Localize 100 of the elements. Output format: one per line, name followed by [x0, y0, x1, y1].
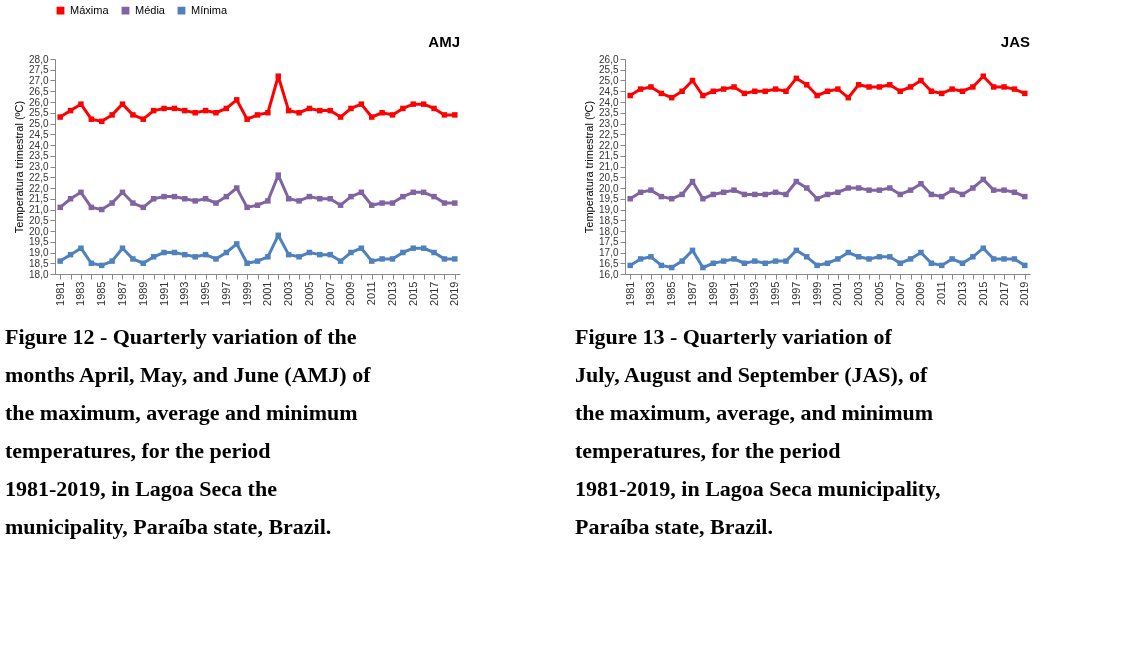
y-tick-label: 24,0	[599, 96, 619, 108]
point	[627, 262, 633, 269]
point	[866, 187, 872, 193]
point	[627, 196, 633, 202]
point	[949, 256, 955, 262]
point	[803, 82, 810, 88]
y-tick-label: 23,5	[29, 150, 49, 162]
point	[907, 187, 914, 193]
x-tick-label: 2001	[831, 281, 844, 306]
y-tick-label: 17,5	[599, 236, 619, 248]
point	[161, 193, 167, 200]
point	[866, 84, 872, 90]
point	[876, 254, 883, 260]
point	[182, 107, 188, 114]
point	[254, 112, 261, 118]
point	[1011, 86, 1018, 92]
point	[192, 198, 198, 204]
point	[835, 189, 841, 196]
point	[700, 264, 706, 271]
y-tick-label: 19,5	[599, 193, 619, 205]
point	[720, 258, 727, 264]
point	[679, 258, 685, 264]
point	[57, 204, 63, 211]
point	[275, 73, 282, 79]
point	[161, 249, 167, 256]
point	[679, 191, 685, 198]
point	[78, 189, 84, 196]
x-tick-label: 2009	[344, 281, 357, 306]
y-axis-title: Temperatura trimestral (ºC)	[13, 100, 26, 234]
x-tick-label: 1999	[240, 281, 253, 306]
x-tick-label: 2001	[261, 281, 274, 306]
y-tick-label: 23,0	[29, 161, 49, 172]
point	[1001, 84, 1007, 90]
chart-title: JAS	[1000, 33, 1030, 50]
y-tick-label: 22,5	[599, 128, 619, 140]
point	[337, 114, 344, 120]
point	[637, 86, 644, 92]
point	[327, 196, 333, 202]
point	[855, 254, 862, 260]
x-tick-label: 2007	[323, 281, 336, 306]
point	[337, 258, 344, 264]
point	[213, 256, 219, 262]
point	[887, 82, 893, 88]
point	[1022, 90, 1028, 97]
x-tick-label: 1995	[199, 281, 212, 306]
point	[700, 92, 706, 99]
point	[441, 112, 448, 118]
point	[762, 191, 768, 198]
point	[275, 172, 282, 178]
point	[348, 249, 354, 256]
point	[431, 105, 437, 112]
point	[814, 92, 820, 99]
point	[368, 258, 375, 264]
point	[720, 86, 727, 92]
point	[317, 196, 323, 202]
x-tick-label: 2005	[302, 281, 315, 306]
x-tick-label: 2013	[956, 281, 968, 306]
point	[1001, 256, 1007, 262]
x-tick-label: 2011	[365, 281, 378, 306]
y-tick-label: 22,0	[599, 139, 619, 151]
point	[431, 249, 437, 256]
point	[752, 88, 758, 94]
point	[265, 110, 271, 116]
point	[161, 105, 167, 112]
point	[441, 200, 448, 206]
point	[119, 245, 126, 251]
point	[192, 110, 198, 116]
y-tick-label: 21,0	[599, 161, 619, 172]
point	[233, 185, 240, 191]
y-tick-label: 20,0	[29, 225, 49, 237]
y-tick-label: 25,5	[599, 64, 619, 76]
point	[772, 258, 779, 264]
point	[140, 116, 147, 122]
point	[182, 251, 188, 258]
x-tick-label: 1989	[706, 281, 719, 306]
point	[420, 245, 427, 251]
x-tick-label: 2017	[427, 281, 440, 306]
point	[855, 185, 862, 191]
x-tick-label: 1995	[769, 281, 782, 306]
point	[918, 180, 924, 187]
point	[389, 256, 396, 262]
point	[358, 101, 365, 107]
x-tick-label: 2007	[893, 281, 906, 306]
x-tick-label: 1997	[219, 281, 232, 306]
point	[410, 101, 417, 107]
point	[119, 101, 126, 107]
point	[627, 92, 633, 99]
point	[441, 256, 448, 262]
point	[762, 88, 768, 94]
x-tick-label: 2015	[406, 281, 419, 306]
point	[949, 187, 955, 193]
point	[78, 245, 84, 251]
y-tick-label: 28,0	[29, 53, 49, 65]
x-tick-label: 2003	[282, 281, 295, 306]
point	[213, 110, 219, 116]
point	[814, 262, 820, 269]
point	[762, 260, 768, 266]
point	[265, 254, 271, 260]
x-tick-label: 2009	[914, 281, 927, 306]
point	[845, 185, 852, 191]
